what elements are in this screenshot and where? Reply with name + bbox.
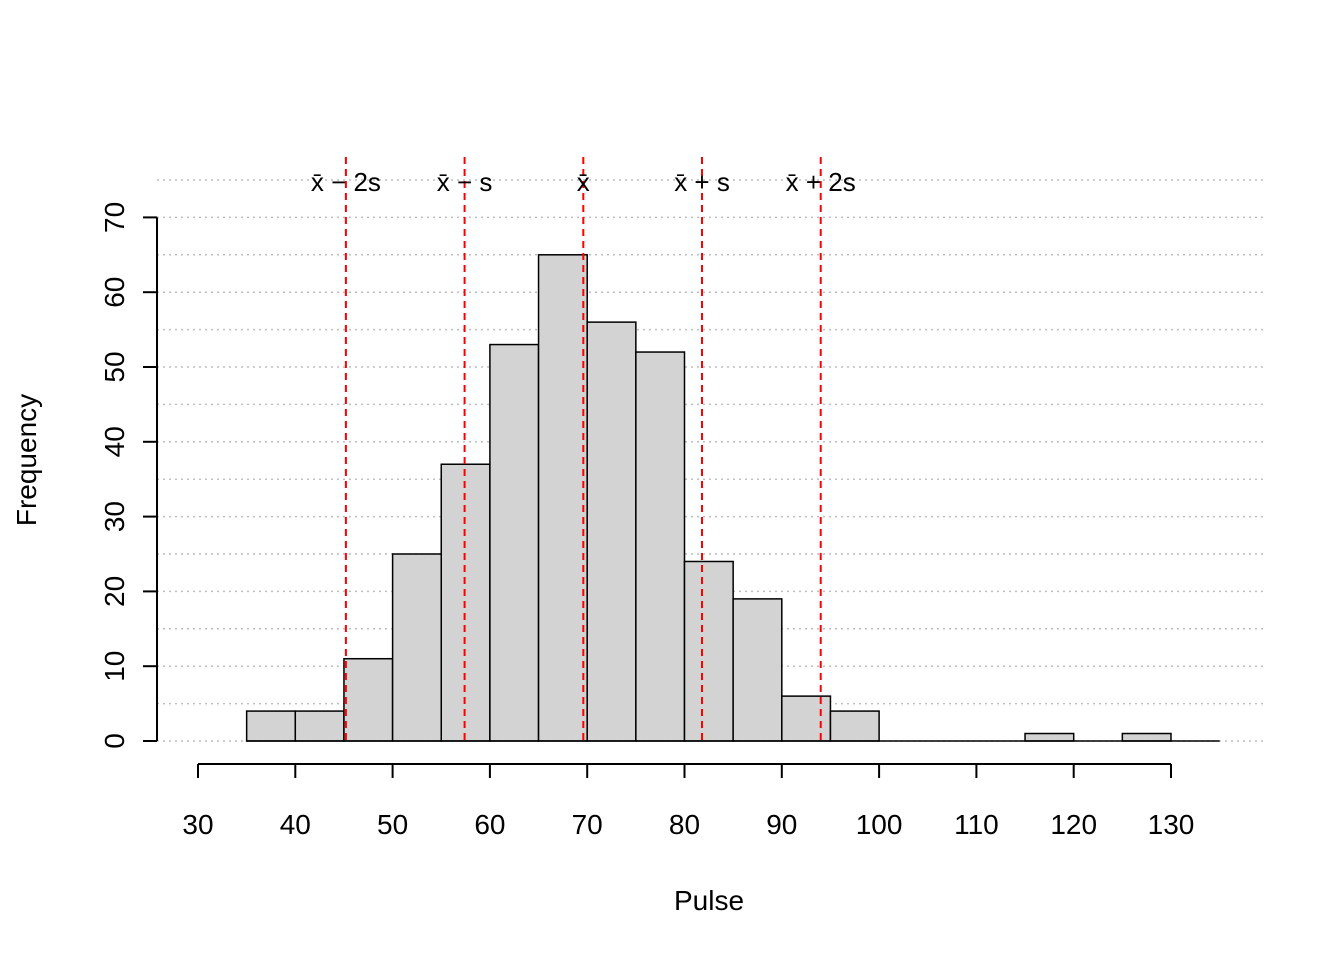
reference-line-label: x̄ − s bbox=[437, 167, 493, 197]
histogram-bar bbox=[635, 351, 686, 742]
reference-line-label: x̄ + s bbox=[674, 167, 730, 197]
x-tick-label: 40 bbox=[280, 809, 311, 840]
reference-line-label: x̄ − 2s bbox=[311, 167, 381, 197]
histogram-bar bbox=[781, 695, 832, 742]
reference-line-label: x̄ bbox=[577, 167, 590, 197]
x-tick-label: 70 bbox=[572, 809, 603, 840]
histogram-bars bbox=[245, 254, 1220, 742]
y-tick-label: 60 bbox=[99, 277, 130, 308]
x-tick-label: 130 bbox=[1148, 809, 1195, 840]
x-axis-title: Pulse bbox=[674, 885, 744, 916]
x-tick-label: 30 bbox=[182, 809, 213, 840]
histogram-bar bbox=[294, 710, 345, 742]
x-tick-label: 80 bbox=[669, 809, 700, 840]
histogram-bar bbox=[829, 710, 880, 742]
x-tick-label: 50 bbox=[377, 809, 408, 840]
histogram-bar bbox=[1024, 732, 1075, 742]
y-tick-label: 40 bbox=[99, 426, 130, 457]
histogram-bar bbox=[343, 657, 394, 742]
y-tick-label: 30 bbox=[99, 501, 130, 532]
y-tick-label: 10 bbox=[99, 651, 130, 682]
x-tick-label: 60 bbox=[474, 809, 505, 840]
gridlines bbox=[157, 179, 1266, 742]
x-tick-label: 90 bbox=[766, 809, 797, 840]
histogram-bar bbox=[391, 553, 443, 742]
x-tick-label: 100 bbox=[856, 809, 903, 840]
x-tick-label: 110 bbox=[954, 809, 999, 840]
histogram-bar bbox=[732, 598, 783, 742]
axes: 0 10 20 30 40 50 60 70 30 40 50 60 70 80 90 100 110 120 13… bbox=[99, 202, 1194, 840]
y-tick-label: 0 bbox=[99, 733, 130, 749]
y-tick-label: 20 bbox=[99, 576, 130, 607]
histogram-bar bbox=[586, 321, 637, 742]
histogram-bar bbox=[683, 560, 734, 742]
x-tick-label: 120 bbox=[1050, 809, 1097, 840]
y-tick-label: 70 bbox=[99, 202, 130, 233]
y-axis-title: Frequency bbox=[11, 394, 42, 526]
histogram-bar bbox=[245, 710, 297, 742]
reference-lines: x̄ − 2s x̄ − s x̄ x̄ + s x̄ + 2s bbox=[311, 157, 856, 741]
histogram-bar bbox=[1121, 732, 1172, 742]
histogram-bar bbox=[537, 254, 588, 742]
reference-line-label: x̄ + 2s bbox=[786, 167, 856, 197]
y-tick-label: 50 bbox=[99, 351, 130, 382]
histogram-bar bbox=[489, 343, 540, 742]
